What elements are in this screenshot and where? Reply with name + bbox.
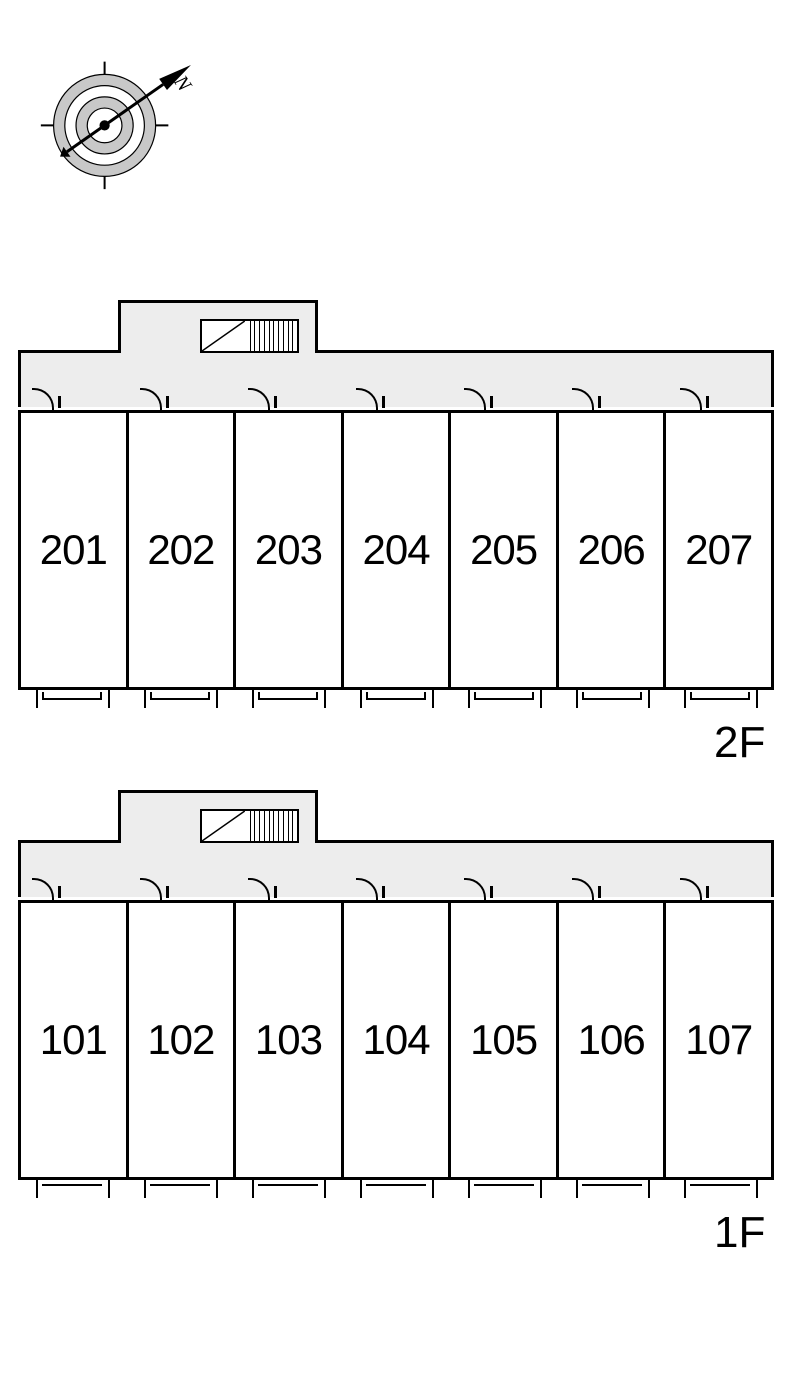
floor-label-2F: 2F — [714, 718, 765, 768]
units-row: 201 202 203 204 205 206 207 — [18, 410, 774, 690]
door-stop — [58, 396, 61, 408]
balcony-tick — [36, 1180, 38, 1198]
unit-label: 206 — [578, 526, 645, 574]
unit-106: 106 — [556, 900, 664, 1180]
balcony-ledge — [42, 692, 102, 700]
balcony-tick — [540, 690, 542, 708]
door-stop — [490, 886, 493, 898]
unit-207: 207 — [663, 410, 774, 690]
balcony-line — [42, 1184, 102, 1186]
unit-202: 202 — [126, 410, 234, 690]
unit-101: 101 — [18, 900, 126, 1180]
balcony-line — [690, 1184, 750, 1186]
door-stop — [382, 886, 385, 898]
unit-label: 207 — [685, 526, 752, 574]
unit-label: 104 — [362, 1016, 429, 1064]
balcony-tick — [684, 1180, 686, 1198]
door-stop — [382, 396, 385, 408]
unit-label: 205 — [470, 526, 537, 574]
balcony-tick — [468, 690, 470, 708]
balcony-ledge — [474, 692, 534, 700]
balcony-tick — [756, 1180, 758, 1198]
balcony-tick — [756, 690, 758, 708]
corridor — [18, 840, 774, 897]
floor-1F: 1011021031041051061071F — [0, 790, 800, 1240]
balcony-line — [150, 1184, 210, 1186]
balcony-line — [474, 1184, 534, 1186]
balcony-tick — [432, 690, 434, 708]
unit-label: 106 — [578, 1016, 645, 1064]
balcony-tick — [576, 690, 578, 708]
unit-105: 105 — [448, 900, 556, 1180]
balcony-tick — [252, 1180, 254, 1198]
unit-label: 101 — [40, 1016, 107, 1064]
unit-label: 204 — [362, 526, 429, 574]
units-row: 101 102 103 104 105 106 107 — [18, 900, 774, 1180]
unit-204: 204 — [341, 410, 449, 690]
unit-label: 102 — [147, 1016, 214, 1064]
balcony-tick — [324, 1180, 326, 1198]
balcony-tick — [540, 1180, 542, 1198]
unit-label: 105 — [470, 1016, 537, 1064]
balcony-tick — [324, 690, 326, 708]
balcony-tick — [144, 1180, 146, 1198]
corridor — [18, 350, 774, 407]
balcony-tick — [108, 1180, 110, 1198]
door-stop — [58, 886, 61, 898]
balcony-ledge — [582, 692, 642, 700]
balcony-tick — [432, 1180, 434, 1198]
door-stop — [274, 886, 277, 898]
door-stop — [490, 396, 493, 408]
balcony-ledge — [258, 692, 318, 700]
balcony-tick — [684, 690, 686, 708]
balcony-tick — [648, 1180, 650, 1198]
balcony-ledge — [150, 692, 210, 700]
unit-label: 107 — [685, 1016, 752, 1064]
compass: N — [40, 20, 210, 190]
balcony-line — [258, 1184, 318, 1186]
unit-103: 103 — [233, 900, 341, 1180]
balcony-tick — [36, 690, 38, 708]
unit-203: 203 — [233, 410, 341, 690]
door-stop — [166, 396, 169, 408]
stairs-icon — [200, 809, 299, 843]
door-stop — [706, 396, 709, 408]
balcony-tick — [108, 690, 110, 708]
stairs-icon — [200, 319, 299, 353]
unit-206: 206 — [556, 410, 664, 690]
balcony-tick — [360, 1180, 362, 1198]
unit-201: 201 — [18, 410, 126, 690]
unit-label: 202 — [147, 526, 214, 574]
balcony-tick — [576, 1180, 578, 1198]
balcony-tick — [468, 1180, 470, 1198]
balcony-line — [582, 1184, 642, 1186]
unit-205: 205 — [448, 410, 556, 690]
unit-107: 107 — [663, 900, 774, 1180]
balcony-ledge — [366, 692, 426, 700]
balcony-tick — [144, 690, 146, 708]
unit-label: 201 — [40, 526, 107, 574]
door-stop — [598, 396, 601, 408]
unit-102: 102 — [126, 900, 234, 1180]
balcony-ledge — [690, 692, 750, 700]
floor-2F: 2012022032042052062072F — [0, 300, 800, 750]
balcony-tick — [360, 690, 362, 708]
balcony-tick — [216, 1180, 218, 1198]
balcony-tick — [252, 690, 254, 708]
unit-104: 104 — [341, 900, 449, 1180]
unit-label: 103 — [255, 1016, 322, 1064]
door-stop — [166, 886, 169, 898]
door-stop — [706, 886, 709, 898]
balcony-tick — [216, 690, 218, 708]
balcony-line — [366, 1184, 426, 1186]
balcony-tick — [648, 690, 650, 708]
unit-label: 203 — [255, 526, 322, 574]
floor-label-1F: 1F — [714, 1208, 765, 1258]
door-stop — [598, 886, 601, 898]
door-stop — [274, 396, 277, 408]
